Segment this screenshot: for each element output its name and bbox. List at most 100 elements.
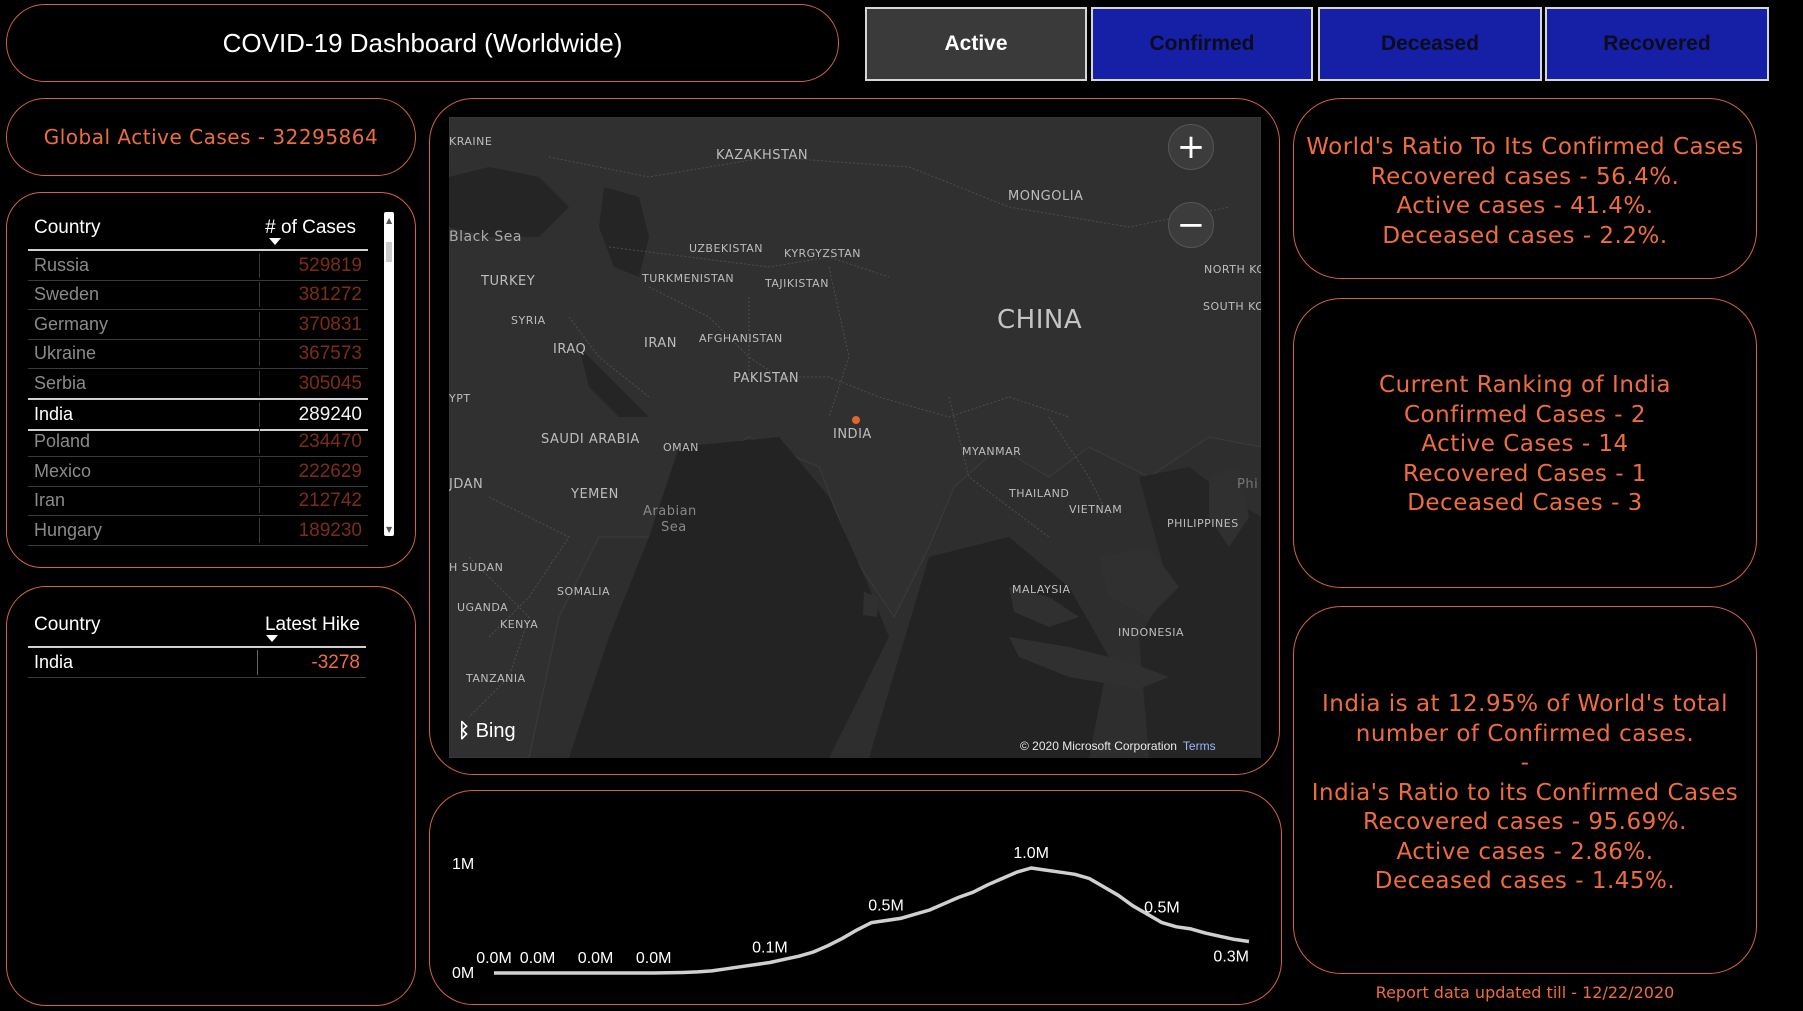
y-tick-label: 0M — [452, 965, 474, 982]
map-label: MONGOLIA — [1008, 189, 1084, 204]
bing-logo[interactable]: ᛒ Bing — [458, 720, 516, 743]
scroll-thumb[interactable] — [386, 242, 392, 262]
cases-table-panel — [6, 192, 416, 568]
cell-divider — [257, 650, 258, 675]
row-country: Germany — [34, 313, 109, 334]
tab-confirmed[interactable]: Confirmed — [1091, 7, 1313, 81]
tab-deceased[interactable]: Deceased — [1318, 7, 1542, 81]
cell-divider — [259, 370, 260, 396]
row-value: -3278 — [311, 652, 360, 673]
cell-divider — [259, 253, 260, 278]
map-label: TURKEY — [481, 274, 536, 289]
table-row[interactable]: India 289240 — [28, 398, 368, 431]
row-value: 370831 — [298, 313, 362, 335]
column-header-country[interactable]: Country — [34, 614, 101, 635]
zoom-in-button[interactable]: + — [1168, 124, 1214, 170]
row-country: Poland — [34, 431, 91, 452]
map-label: KAZAKHSTAN — [716, 148, 809, 163]
table-header: Country Latest Hike — [28, 590, 366, 648]
map-label: TANZANIA — [466, 672, 526, 685]
cell-divider — [259, 517, 260, 543]
scroll-up-icon[interactable]: ▲ — [386, 216, 393, 225]
info-line: India is at 12.95% of World's total — [1322, 691, 1728, 717]
table-row[interactable]: India -3278 — [28, 648, 366, 678]
map-label: TAJIKISTAN — [765, 277, 829, 290]
row-country: Iran — [34, 490, 66, 511]
global-cases-text: Global Active Cases - 32295864 — [43, 125, 379, 149]
row-value: 305045 — [298, 372, 362, 394]
info-line: Deceased cases - 1.45%. — [1374, 868, 1676, 894]
row-country: Mexico — [34, 460, 92, 481]
map-label: PAKISTAN — [733, 371, 800, 386]
map[interactable]: KRAINE KAZAKHSTAN MONGOLIA Black Sea UZB… — [449, 117, 1261, 758]
report-updated-text: Report data updated till - 12/22/2020 — [1375, 983, 1675, 1002]
info-line: Active cases - 41.4%. — [1396, 193, 1654, 219]
row-value: 367573 — [298, 343, 362, 365]
sort-desc-icon[interactable] — [269, 238, 281, 245]
table-row[interactable]: Sweden 381272 — [28, 280, 368, 311]
table-row[interactable]: Hungary 189230 — [28, 516, 368, 546]
hike-table-panel — [6, 586, 416, 1006]
row-value: 212742 — [298, 490, 362, 512]
data-label: 1.0M — [1013, 845, 1049, 862]
map-label: CHINA — [997, 305, 1083, 335]
info-line: Recovered Cases - 1 — [1403, 460, 1647, 487]
india-marker — [852, 416, 860, 424]
table-row[interactable]: Serbia 305045 — [28, 369, 368, 399]
column-header-cases[interactable]: # of Cases — [265, 217, 356, 238]
table-row[interactable]: Poland 234470 — [28, 427, 368, 458]
info-line: World's Ratio To Its Confirmed Cases — [1306, 134, 1744, 160]
series-line — [494, 866, 1250, 975]
table-row[interactable]: Iran 212742 — [28, 486, 368, 517]
map-label: VIETNAM — [1069, 503, 1123, 516]
map-label: THAILAND — [1009, 487, 1070, 500]
cases-table: Country # of Cases Russia 529819 Sweden 381… — [28, 193, 368, 553]
tab-active[interactable]: Active — [865, 7, 1087, 81]
map-label: YEMEN — [571, 487, 619, 502]
data-label: 0.1M — [752, 940, 788, 957]
scroll-down-icon[interactable]: ▼ — [386, 525, 393, 534]
tab-recovered[interactable]: Recovered — [1545, 7, 1769, 81]
info-line: Recovered cases - 95.69%. — [1363, 809, 1687, 835]
row-country: Serbia — [34, 372, 87, 393]
map-copyright: © 2020 Microsoft Corporation Terms — [1020, 739, 1216, 753]
page-title: COVID-19 Dashboard (Worldwide) — [222, 27, 623, 58]
zoom-out-button[interactable]: − — [1168, 202, 1214, 248]
row-country: Russia — [34, 255, 90, 275]
info-line: Current Ranking of India — [1379, 372, 1671, 398]
column-header-latest-hike[interactable]: Latest Hike — [264, 614, 360, 635]
table-row[interactable]: Germany 370831 — [28, 310, 368, 340]
table-scrollbar[interactable]: ▲ ▼ — [384, 212, 394, 536]
map-label: OMAN — [663, 441, 699, 454]
table-row[interactable]: Mexico 222629 — [28, 457, 368, 487]
info-line: Active Cases - 14 — [1421, 431, 1629, 457]
table-row[interactable]: Ukraine 367573 — [28, 339, 368, 370]
table-row[interactable]: Russia 529819 — [28, 251, 368, 281]
map-label: KYRGYZSTAN — [784, 247, 862, 260]
india-share-card: India is at 12.95% of World's total numbe… — [1293, 606, 1757, 974]
row-value: 189230 — [298, 519, 362, 541]
india-ranking-text: Current Ranking of India Confirmed Cases … — [1294, 371, 1756, 519]
data-label: 0.5M — [868, 898, 904, 915]
info-line: Confirmed Cases - 2 — [1403, 401, 1647, 428]
sort-desc-icon[interactable] — [266, 635, 278, 642]
row-country: Sweden — [34, 284, 100, 305]
map-label: INDIA — [833, 427, 872, 442]
map-label: SOUTH KO — [1203, 300, 1261, 313]
map-label: SAUDI ARABIA — [541, 432, 640, 447]
map-label: IRAN — [644, 336, 677, 351]
map-label: MALAYSIA — [1012, 583, 1071, 596]
map-label: Phi — [1237, 477, 1259, 492]
map-label: TURKMENISTAN — [642, 272, 735, 285]
data-label: 0.0M — [636, 950, 672, 967]
column-header-country[interactable]: Country — [34, 217, 101, 238]
info-line: number of Confirmed cases. — [1355, 720, 1695, 747]
map-label: SOMALIA — [557, 585, 611, 598]
global-cases-card: Global Active Cases - 32295864 — [6, 98, 416, 176]
line-chart[interactable]: 1M 0M 0.0M 0.0M 0.0M 0.0M 0.1M 0.5M 1.0M 0.5M 0.… — [429, 790, 1282, 1005]
info-line: - — [1520, 750, 1530, 776]
map-label: H SUDAN — [449, 561, 504, 574]
terms-link[interactable]: Terms — [1182, 739, 1216, 753]
row-country: Ukraine — [34, 343, 97, 364]
cell-divider — [259, 488, 260, 514]
